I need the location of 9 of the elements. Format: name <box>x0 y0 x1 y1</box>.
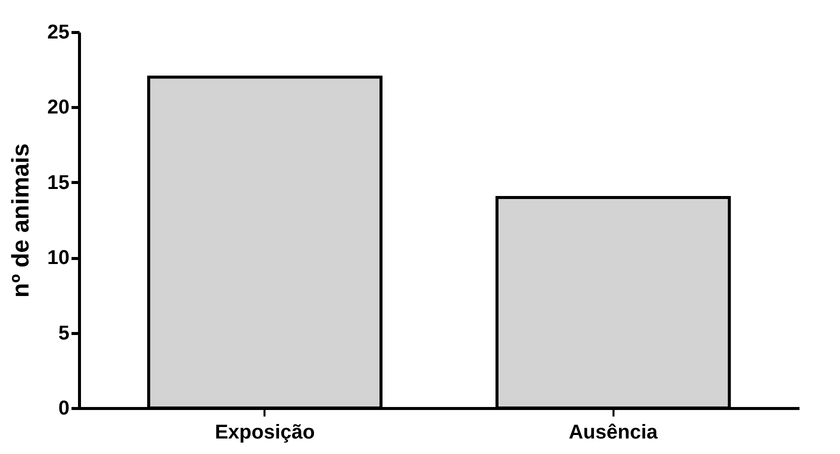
x-tick-label: Exposição <box>214 422 315 444</box>
y-tick-label: 10 <box>47 247 70 270</box>
y-tick-label: 0 <box>58 398 70 420</box>
y-tick-label: 5 <box>58 322 70 344</box>
x-tick-label: Ausência <box>568 422 658 444</box>
y-tick-label: 15 <box>47 172 70 194</box>
y-tick-label: 25 <box>47 22 70 44</box>
y-tick-label: 20 <box>47 96 70 119</box>
y-axis-title: nº de animais <box>7 143 34 298</box>
